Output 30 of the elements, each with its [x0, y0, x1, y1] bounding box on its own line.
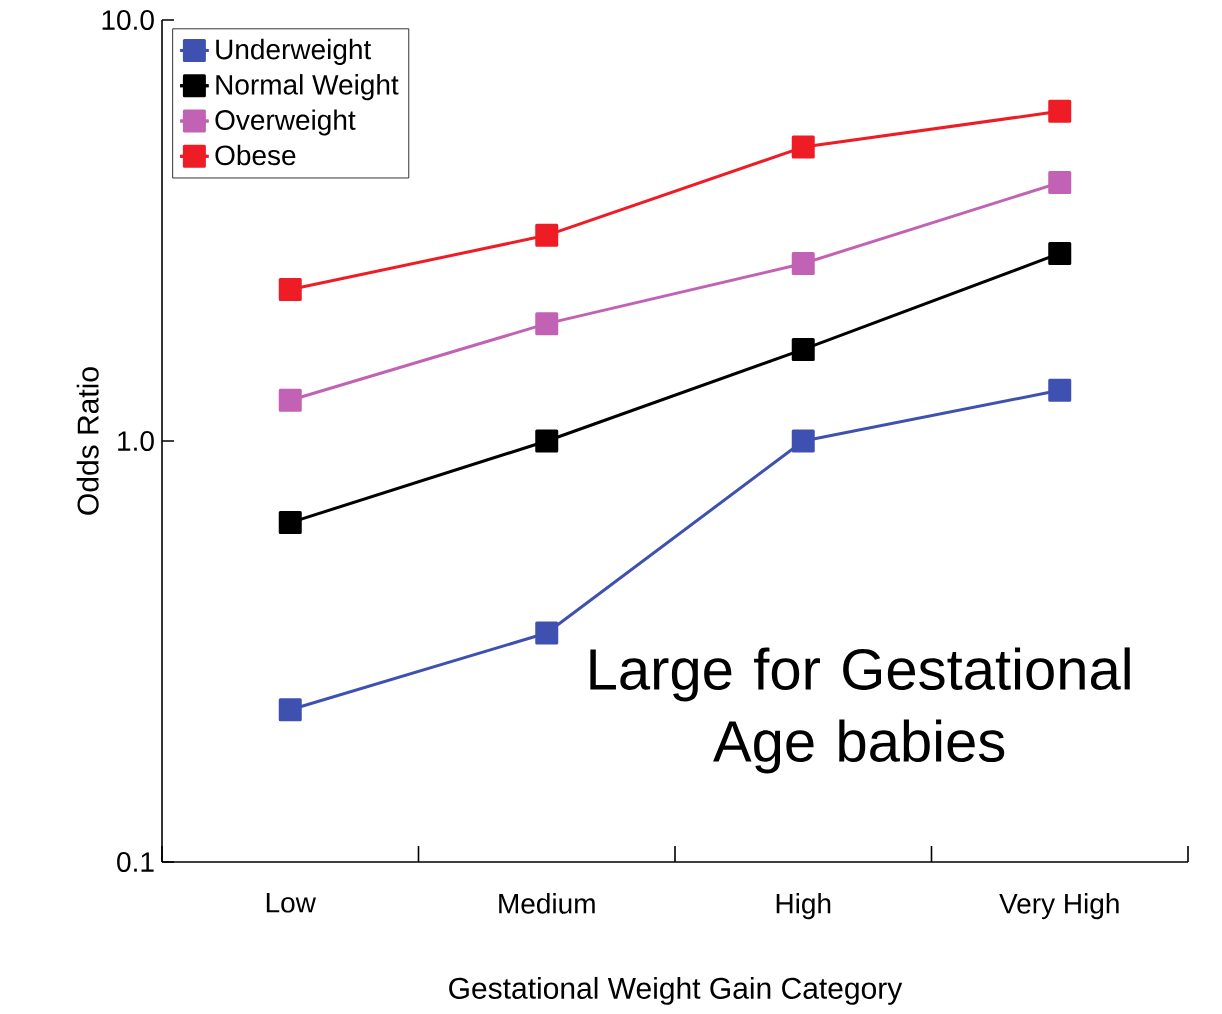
point — [278, 511, 302, 535]
x-tick-label: Medium — [499, 893, 595, 914]
point — [535, 429, 559, 453]
y-tick-label: 10.0 — [102, 10, 154, 30]
y-tick-label: 0.1 — [117, 852, 154, 872]
point — [535, 223, 559, 247]
point — [1048, 171, 1072, 195]
x-axis-title: Gestational Weight Gain Category — [449, 976, 903, 1005]
point — [535, 621, 559, 645]
point — [791, 135, 815, 159]
point — [278, 278, 302, 302]
legend-label: Obese — [215, 144, 296, 166]
point — [278, 698, 302, 722]
x-tick-label: High — [776, 893, 831, 920]
legend-label: Normal Weight — [216, 74, 399, 101]
x-tick-label: Very High — [999, 893, 1119, 920]
legend-label: Underweight — [216, 38, 372, 65]
y-axis-title: Odds Ratio — [76, 367, 99, 515]
point — [791, 337, 815, 361]
point — [1048, 241, 1072, 265]
point — [791, 252, 815, 276]
point — [1048, 378, 1072, 402]
x-tick-label: Low — [266, 893, 316, 913]
y-tick-label: 1.0 — [118, 431, 154, 451]
point — [1048, 99, 1072, 123]
point — [278, 388, 302, 412]
annotation: Large for Gestational Age babies — [590, 647, 1130, 774]
point — [791, 429, 815, 453]
point — [535, 312, 559, 336]
legend-label: Overweight — [215, 109, 356, 136]
